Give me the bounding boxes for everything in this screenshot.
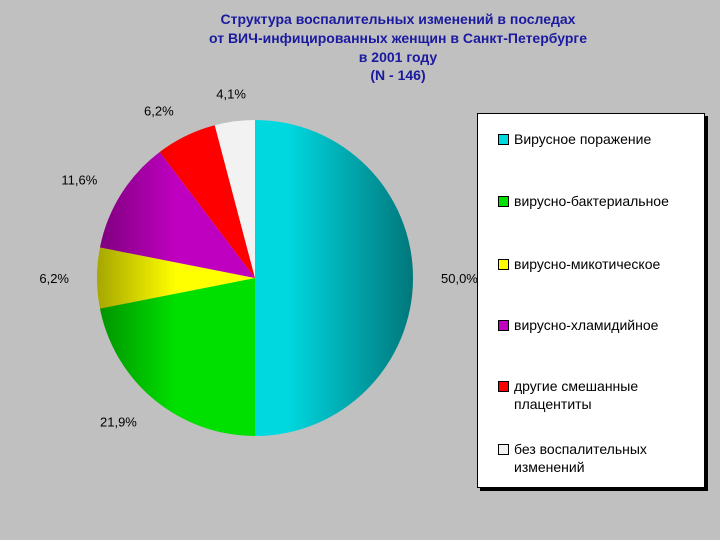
- legend-item: другие смешанные плацентиты: [498, 377, 709, 413]
- legend-label: вирусно-бактериальное: [514, 193, 669, 209]
- chart-title: в 2001 году: [359, 49, 438, 65]
- data-label: 50,0%: [441, 271, 478, 286]
- chart-title: Структура воспалительных изменений в пос…: [221, 11, 576, 27]
- legend-label: без воспалительных изменений: [514, 441, 647, 475]
- legend-swatch: [498, 259, 509, 270]
- legend-item: без воспалительных изменений: [498, 440, 709, 476]
- data-label: 4,1%: [216, 87, 246, 102]
- chart-title: от ВИЧ-инфицированных женщин в Санкт-Пет…: [209, 30, 587, 46]
- legend: Вирусное поражение вирусно-бактериальное в…: [477, 113, 705, 488]
- data-label: 21,9%: [100, 415, 137, 430]
- legend-item: вирусно-бактериальное: [498, 192, 709, 210]
- legend-item: вирусно-хламидийное: [498, 316, 709, 334]
- legend-item: Вирусное поражение: [498, 130, 709, 148]
- legend-swatch: [498, 320, 509, 331]
- pie-slice: [255, 120, 413, 436]
- legend-swatch: [498, 381, 509, 392]
- legend-label: другие смешанные плацентиты: [514, 378, 639, 412]
- legend-swatch: [498, 196, 509, 207]
- data-label: 6,2%: [144, 104, 174, 119]
- legend-swatch: [498, 444, 509, 455]
- chart-title: (N - 146): [370, 67, 425, 83]
- legend-label: Вирусное поражение: [514, 131, 652, 147]
- legend-swatch: [498, 134, 509, 145]
- legend-item: вирусно-микотическое: [498, 255, 709, 273]
- legend-label: вирусно-хламидийное: [514, 317, 659, 333]
- legend-label: вирусно-микотическое: [514, 256, 661, 272]
- data-label: 11,6%: [61, 172, 97, 187]
- data-label: 6,2%: [39, 271, 69, 286]
